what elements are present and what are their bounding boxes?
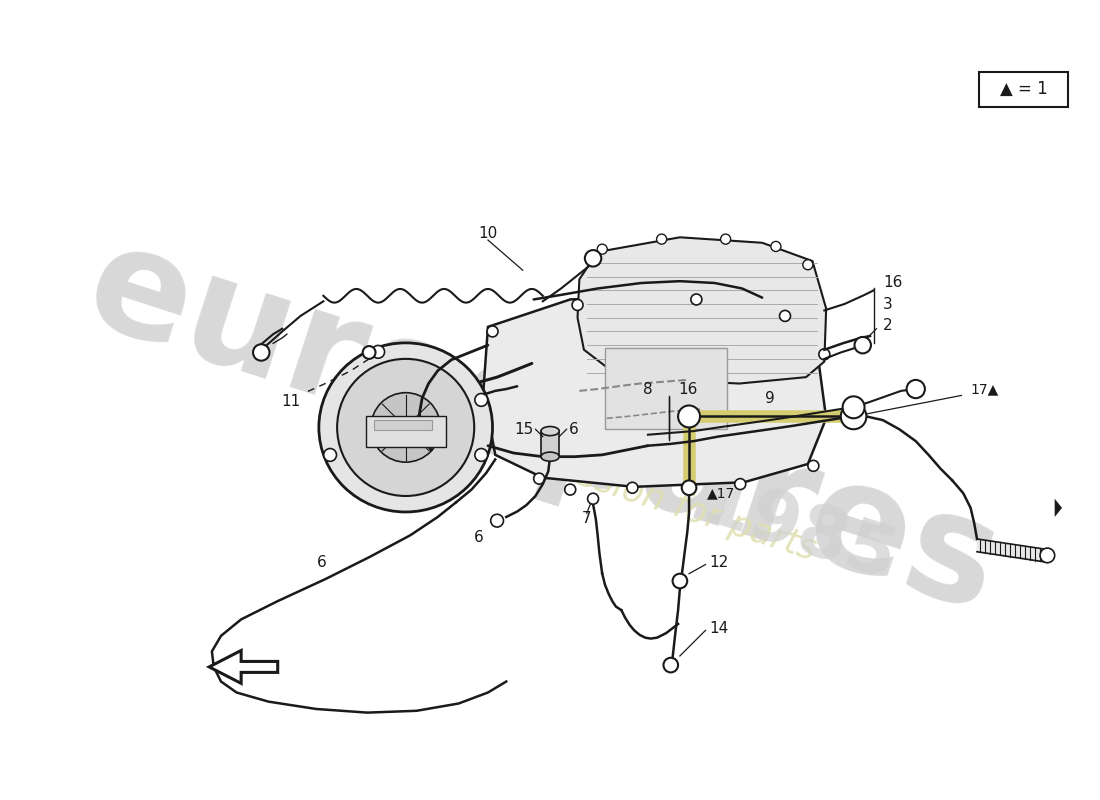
Circle shape <box>491 514 504 527</box>
Circle shape <box>663 658 678 672</box>
Circle shape <box>627 482 638 494</box>
Text: 17▲: 17▲ <box>970 382 999 396</box>
Circle shape <box>682 481 696 495</box>
Circle shape <box>1041 548 1055 562</box>
Polygon shape <box>1055 498 1061 517</box>
Text: 2: 2 <box>883 318 892 333</box>
Polygon shape <box>578 238 826 383</box>
Circle shape <box>672 574 688 588</box>
Circle shape <box>735 478 746 490</box>
Circle shape <box>534 473 544 484</box>
FancyBboxPatch shape <box>366 415 446 446</box>
Circle shape <box>803 260 813 270</box>
Polygon shape <box>209 650 277 683</box>
Text: 16: 16 <box>678 382 697 397</box>
Text: 11: 11 <box>282 394 301 410</box>
Text: 6: 6 <box>474 530 484 545</box>
Circle shape <box>906 380 925 398</box>
Text: 10: 10 <box>478 226 497 241</box>
Circle shape <box>771 242 781 251</box>
Text: 6: 6 <box>317 555 327 570</box>
Circle shape <box>585 250 602 266</box>
Circle shape <box>818 349 829 360</box>
Text: 3: 3 <box>883 297 892 311</box>
Text: 12: 12 <box>710 555 728 570</box>
Circle shape <box>678 406 700 427</box>
Circle shape <box>691 294 702 305</box>
Text: 14: 14 <box>710 621 728 636</box>
FancyBboxPatch shape <box>541 431 559 457</box>
Circle shape <box>363 346 375 359</box>
FancyBboxPatch shape <box>979 72 1068 106</box>
Circle shape <box>572 299 583 310</box>
Circle shape <box>720 234 730 244</box>
Circle shape <box>587 494 598 504</box>
Circle shape <box>855 337 871 354</box>
Circle shape <box>807 460 818 471</box>
Text: ▲ = 1: ▲ = 1 <box>1000 80 1047 98</box>
Circle shape <box>843 396 865 418</box>
Text: 9: 9 <box>764 390 774 406</box>
FancyBboxPatch shape <box>605 348 727 430</box>
FancyBboxPatch shape <box>374 420 431 430</box>
Ellipse shape <box>319 343 493 512</box>
Circle shape <box>475 394 487 406</box>
Text: eurospares: eurospares <box>69 212 1016 643</box>
Text: ▲17: ▲17 <box>707 486 736 500</box>
Circle shape <box>371 393 440 462</box>
Circle shape <box>253 344 270 361</box>
Circle shape <box>564 484 575 495</box>
Circle shape <box>372 346 385 358</box>
Ellipse shape <box>541 452 559 462</box>
Text: 7: 7 <box>582 511 592 526</box>
Text: 15: 15 <box>515 422 534 437</box>
Text: 6: 6 <box>569 422 579 437</box>
Circle shape <box>840 404 867 430</box>
Text: 8: 8 <box>642 382 652 397</box>
Text: a passion for parts: a passion for parts <box>503 434 821 566</box>
Polygon shape <box>483 295 826 487</box>
Circle shape <box>657 234 667 244</box>
Text: 16: 16 <box>883 275 902 290</box>
Text: 1985: 1985 <box>692 469 905 597</box>
Circle shape <box>475 449 487 462</box>
Circle shape <box>337 359 474 496</box>
Circle shape <box>597 244 607 254</box>
Circle shape <box>323 449 337 462</box>
Circle shape <box>487 326 498 337</box>
Ellipse shape <box>541 426 559 436</box>
Circle shape <box>780 310 791 322</box>
